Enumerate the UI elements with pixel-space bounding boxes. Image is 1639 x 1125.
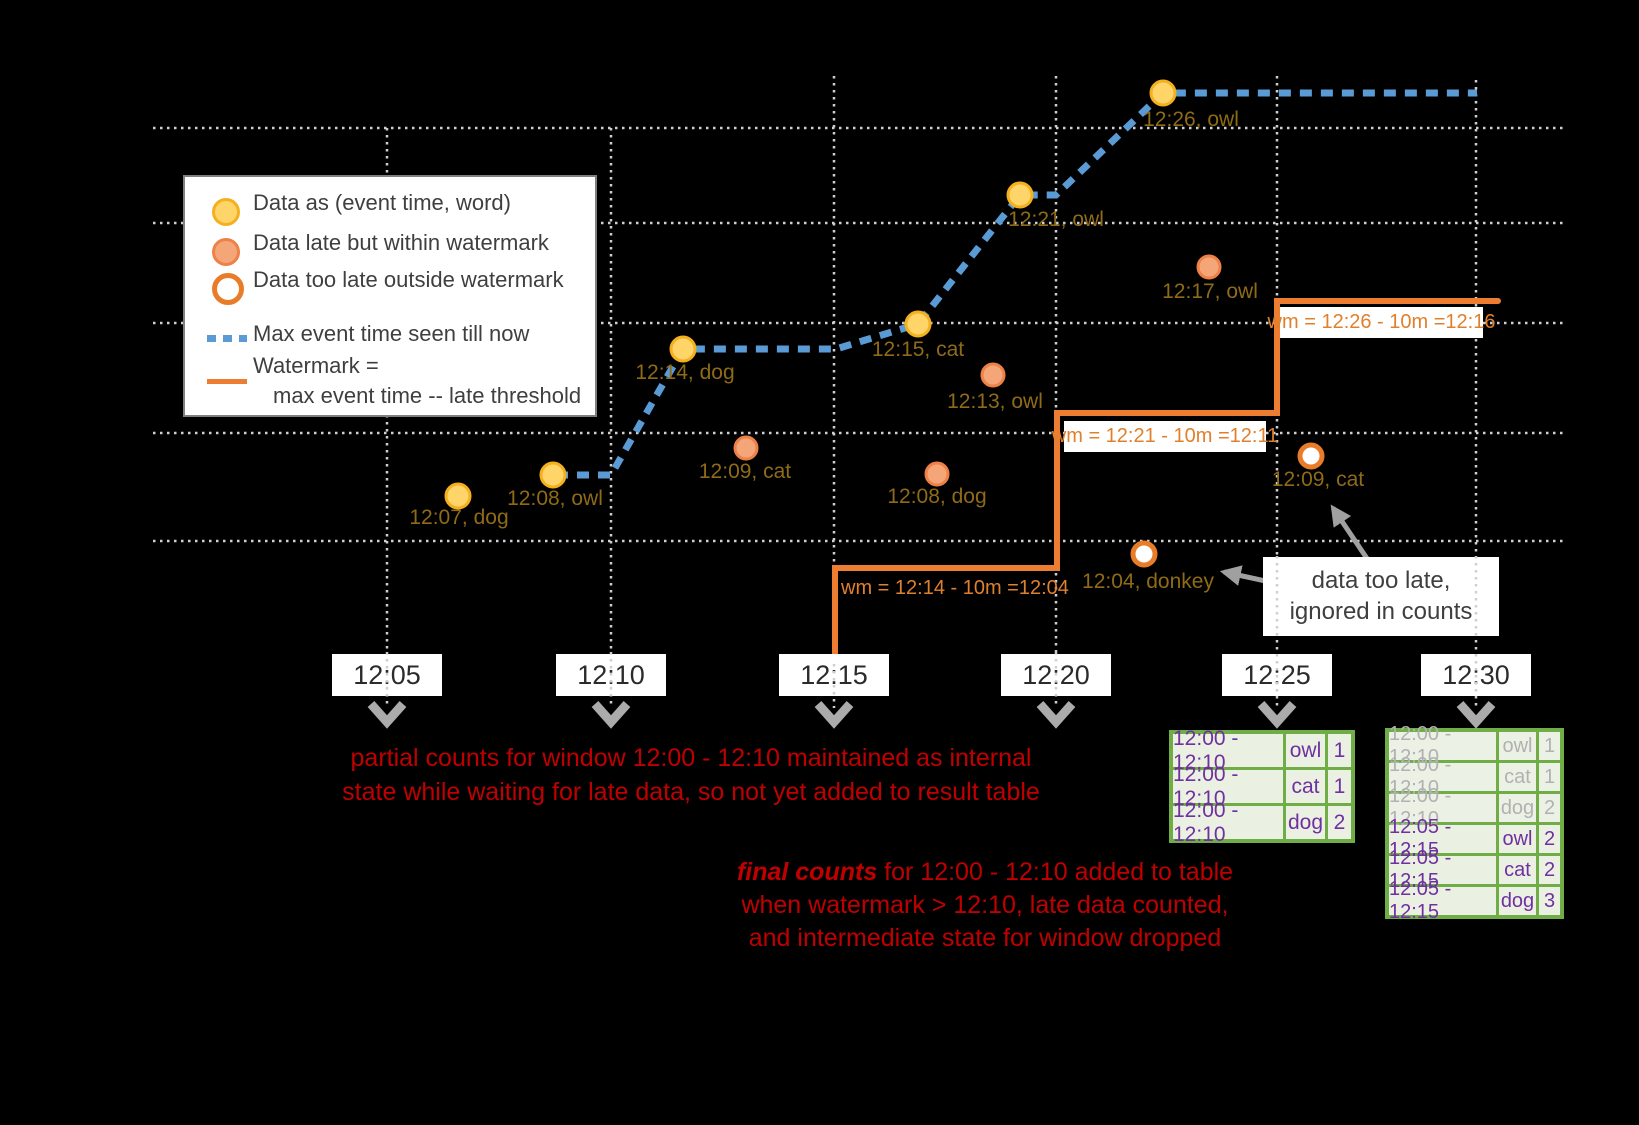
final-counts-line3: and intermediate state for window droppe… [748,924,1222,952]
final-counts-annotation: final counts for 12:00 - 12:10 added to … [702,856,1268,955]
table-cell-count: 1 [1328,770,1351,803]
legend-late-icon [212,238,240,266]
table-cell-count: 2 [1328,806,1351,839]
point-label: 12:07, dog [409,506,509,529]
table-cell-count: 1 [1539,763,1560,791]
result-table-1225: 12:00 - 12:10 owl 1 12:00 - 12:10 cat 1 … [1169,727,1355,846]
point-label: 12:08, owl [507,487,603,510]
table-cell-count: 2 [1539,825,1560,853]
legend-item-too-late: Data too late outside watermark [253,267,564,292]
final-counts-line1-rest: for 12:00 - 12:10 added to table [877,858,1234,886]
legend-item-max-event-time: Max event time seen till now [253,321,530,346]
point-1221-owl [1006,181,1034,209]
max-event-time-line [556,89,1477,479]
point-label: 12:09, cat [1271,468,1365,491]
point-label: 12:09, cat [698,460,792,483]
arrow-down-icon [367,701,407,729]
legend-item-on-time: Data as (event time, word) [253,190,511,215]
axis-tick-1220: 12:20 [1001,654,1111,696]
table-cell-word: owl [1286,734,1325,767]
too-late-points [1130,442,1325,568]
arrow-to-cat-point [1330,504,1373,565]
arrow-down-icon [591,701,631,729]
too-late-callout: data too late, ignored in counts [1263,557,1499,636]
point-label: 12:15, cat [871,338,965,361]
table-cell-word: dog [1286,806,1325,839]
table-cell-word: dog [1499,887,1536,915]
tick-arrowheads [367,701,1496,729]
arrow-down-icon [1036,701,1076,729]
legend-item-late: Data late but within watermark [253,230,549,255]
table-cell-count: 2 [1539,856,1560,884]
final-counts-line1: final counts for 12:00 - 12:10 added to … [702,856,1268,889]
partial-counts-line2: state while waiting for late data, so no… [342,778,1040,806]
arrow-down-icon [1456,701,1496,729]
table-cell-count: 3 [1539,887,1560,915]
point-1215-cat [904,310,932,338]
legend-item-watermark-line2: max event time -- late threshold [273,383,582,408]
point-label: 12:17, owl [1162,280,1258,303]
table-cell-count: 1 [1539,732,1560,760]
table-cell-window: 12:05 - 12:15 [1389,847,1496,892]
table-cell-window: 12:05 - 12:15 [1389,878,1496,923]
table-cell-word: owl [1499,732,1536,760]
point-1217-owl-late [1196,254,1222,280]
point-1208-dog-late [924,461,950,487]
table-cell-word: dog [1499,794,1536,822]
axis-tick-1215: 12:15 [779,654,889,696]
point-label: 12:26, owl [1143,108,1239,131]
point-1213-owl-late [980,362,1006,388]
table-cell-count: 1 [1328,734,1351,767]
point-1208-owl [539,461,567,489]
partial-counts-annotation: partial counts for window 12:00 - 12:10 … [330,741,1052,809]
legend-item-watermark: Watermark = [253,353,379,378]
point-label: 12:13, owl [947,390,1043,413]
table-cell-window: 12:00 - 12:10 [1173,799,1283,846]
axis-tick-1230: 12:30 [1421,654,1531,696]
point-1209-cat-toolate [1297,442,1325,470]
final-counts-bold: final counts [736,858,878,886]
arrow-down-icon [814,701,854,729]
arrow-down-icon [1257,701,1297,729]
point-label: 12:04, donkey [1082,570,1214,593]
table-cell-word: cat [1499,856,1536,884]
table-cell-word: cat [1286,770,1325,803]
axis-tick-1210: 12:10 [556,654,666,696]
axis-tick-1205: 12:05 [332,654,442,696]
point-label: 12:08, dog [887,485,987,508]
legend: Data as (event time, word) Data late but… [183,175,597,417]
legend-max-event-line-icon [207,335,247,342]
result-table-1230: 12:00 - 12:10 owl 1 12:00 - 12:10 cat 1 … [1385,723,1564,923]
legend-on-time-icon [212,198,240,226]
table-cell-word: owl [1499,825,1536,853]
table-cell-count: 2 [1539,794,1560,822]
point-1209-cat-late [733,435,759,461]
watermark-label-1: wm = 12:14 - 10m =12:04 [841,577,1069,599]
legend-too-late-icon [212,273,244,305]
point-1207-dog [444,482,472,510]
table-cell-word: cat [1499,763,1536,791]
final-counts-line2: when watermark > 12:10, late data counte… [741,891,1229,919]
too-late-callout-line2: ignored in counts [1289,598,1473,625]
point-label: 12:14, dog [635,361,735,384]
point-1214-dog [669,335,697,363]
point-1226-owl [1149,79,1177,107]
watermark-label-2: wm = 12:21 - 10m =12:11 [1052,421,1278,452]
point-label: 12:21, owl [1008,208,1104,231]
point-1204-donkey-toolate [1130,540,1158,568]
axis-tick-1225: 12:25 [1222,654,1332,696]
legend-watermark-line-icon [207,379,247,384]
partial-counts-line1: partial counts for window 12:00 - 12:10 … [350,744,1032,772]
watermark-label-3: wm = 12:26 - 10m =12:16 [1268,307,1495,338]
too-late-callout-line1: data too late, [1311,567,1451,594]
